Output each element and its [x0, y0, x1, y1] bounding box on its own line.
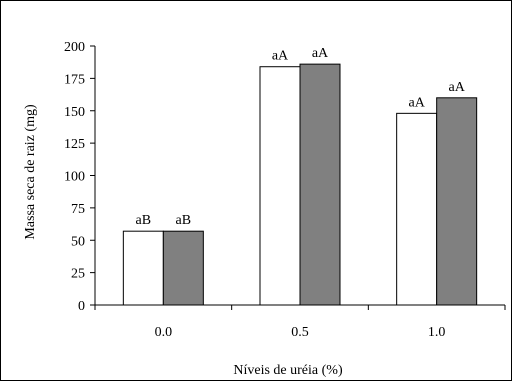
bar-data-label: aA	[312, 46, 329, 61]
y-tick-label: 125	[64, 137, 85, 152]
y-tick-label: 0	[78, 299, 85, 314]
bar	[162, 230, 204, 306]
bar	[259, 66, 301, 306]
y-tick-label: 150	[64, 105, 85, 120]
bar	[299, 63, 341, 306]
y-tick-label: 75	[71, 202, 85, 217]
bar-data-label: aA	[272, 49, 289, 64]
bar-data-label: aB	[136, 213, 152, 228]
y-tick-label: 175	[64, 72, 85, 87]
bar	[436, 97, 478, 306]
x-tick-label: 0.5	[291, 325, 309, 340]
y-tick-label: 100	[64, 170, 85, 185]
y-axis-title: Massa seca de raiz (mg)	[23, 104, 38, 240]
x-axis-ticks: 0.0 0.5 1.0	[94, 305, 506, 340]
bar	[396, 112, 438, 306]
y-tick-label: 200	[64, 40, 85, 55]
y-axis-ticks: 0 25 50 75 100 125 150 175 200	[64, 40, 95, 314]
bar-data-label: aA	[449, 80, 466, 95]
y-tick-label: 25	[71, 267, 85, 282]
x-tick-label: 1.0	[428, 325, 446, 340]
x-tick-label: 0.0	[155, 325, 173, 340]
bar	[122, 230, 164, 306]
bar-data-label: aB	[176, 213, 192, 228]
y-tick-label: 50	[71, 234, 85, 249]
x-axis-title: Níveis de uréia (%)	[233, 363, 343, 378]
bars-group	[122, 63, 478, 306]
bar-data-label: aA	[409, 95, 426, 110]
bar-labels-group: aB aB aA aA aA aA	[136, 46, 466, 228]
